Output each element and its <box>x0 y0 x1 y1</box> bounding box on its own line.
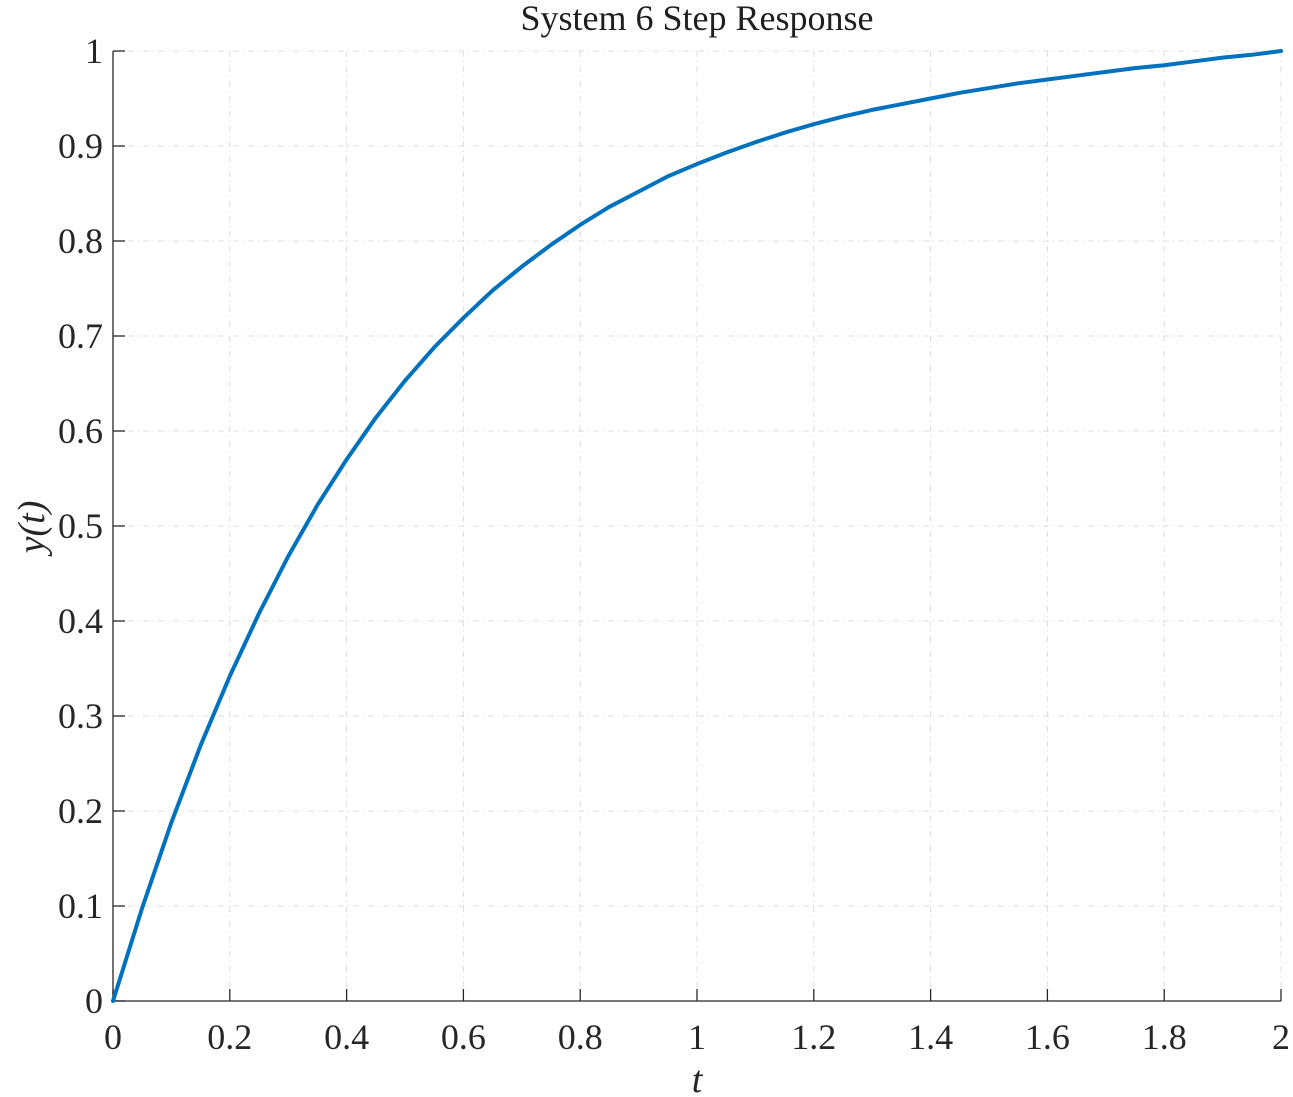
y-tick-label: 0 <box>85 981 103 1021</box>
x-tick-label: 1.4 <box>908 1017 953 1057</box>
y-axis-label: y(t) <box>11 501 53 558</box>
axes <box>112 50 1282 1002</box>
x-tick-label: 2 <box>1272 1017 1290 1057</box>
x-tick-label: 1.8 <box>1142 1017 1187 1057</box>
y-tick-label: 0.8 <box>58 221 103 261</box>
x-tick-label: 0 <box>104 1017 122 1057</box>
x-axis-label: t <box>692 1059 704 1097</box>
series-layer <box>111 49 1283 1003</box>
x-tick-label: 1.6 <box>1025 1017 1070 1057</box>
x-tick-label: 1 <box>688 1017 706 1057</box>
y-tick-label: 1 <box>85 31 103 71</box>
x-tick-label: 0.6 <box>441 1017 486 1057</box>
x-tick-label: 0.8 <box>558 1017 603 1057</box>
chart-title: System 6 Step Response <box>520 0 873 38</box>
y-tick-label: 0.9 <box>58 126 103 166</box>
y-tick-label: 0.2 <box>58 791 103 831</box>
grid <box>113 50 1282 1001</box>
x-tick-label: 0.2 <box>207 1017 252 1057</box>
x-tick-label: 0.4 <box>324 1017 369 1057</box>
y-tick-label: 0.3 <box>58 696 103 736</box>
y-tick-label: 0.5 <box>58 506 103 546</box>
y-tick-label: 0.7 <box>58 316 103 356</box>
y-tick-label: 0.6 <box>58 411 103 451</box>
x-tick-label: 1.2 <box>791 1017 836 1057</box>
step-response-line <box>111 49 1283 1003</box>
y-tick-label: 0.4 <box>58 601 103 641</box>
y-tick-label: 0.1 <box>58 886 103 926</box>
tick-labels: 0 0.2 0.4 0.6 0.8 1 1.2 1.4 1.6 1.8 2 0 0.1 0.2 0.3 0.4… <box>58 31 1290 1057</box>
